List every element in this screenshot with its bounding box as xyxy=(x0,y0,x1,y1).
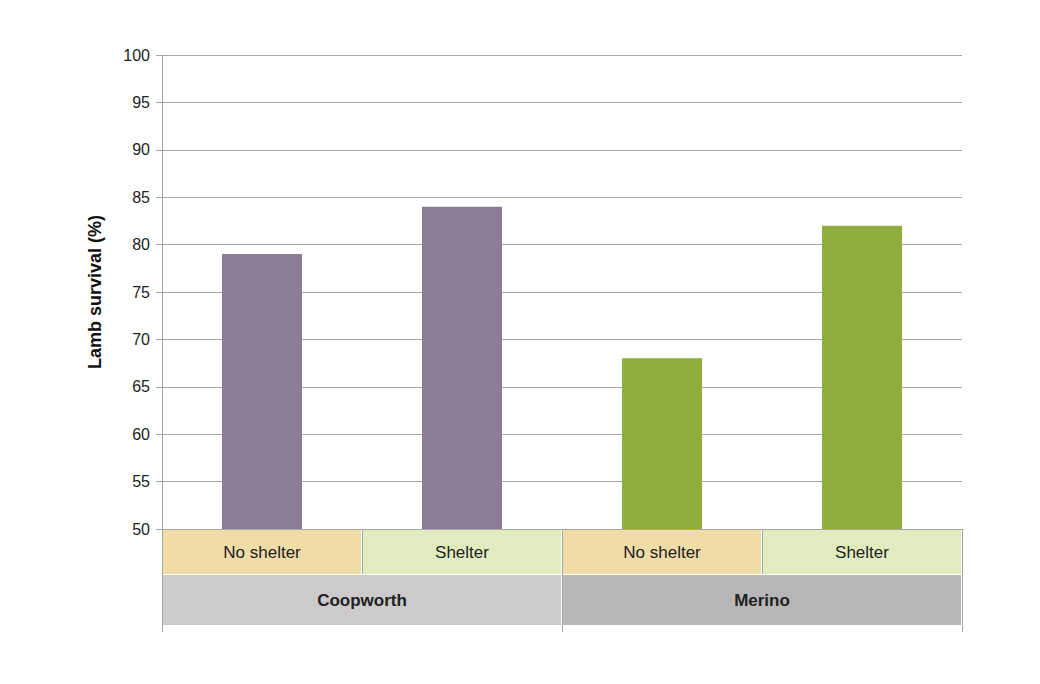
svg-text:75: 75 xyxy=(132,284,150,301)
svg-text:90: 90 xyxy=(132,141,150,158)
svg-text:80: 80 xyxy=(132,236,150,253)
svg-text:No shelter: No shelter xyxy=(223,543,301,562)
svg-text:85: 85 xyxy=(132,189,150,206)
svg-text:70: 70 xyxy=(132,331,150,348)
svg-text:Lamb survival (%): Lamb survival (%) xyxy=(85,215,105,369)
svg-text:50: 50 xyxy=(132,521,150,538)
svg-text:No shelter: No shelter xyxy=(623,543,701,562)
svg-text:60: 60 xyxy=(132,426,150,443)
svg-text:100: 100 xyxy=(123,47,150,64)
svg-text:Merino: Merino xyxy=(734,591,790,610)
svg-text:95: 95 xyxy=(132,94,150,111)
svg-text:65: 65 xyxy=(132,378,150,395)
svg-text:55: 55 xyxy=(132,473,150,490)
svg-text:Shelter: Shelter xyxy=(835,543,889,562)
svg-text:Coopworth: Coopworth xyxy=(317,591,407,610)
svg-text:Shelter: Shelter xyxy=(435,543,489,562)
